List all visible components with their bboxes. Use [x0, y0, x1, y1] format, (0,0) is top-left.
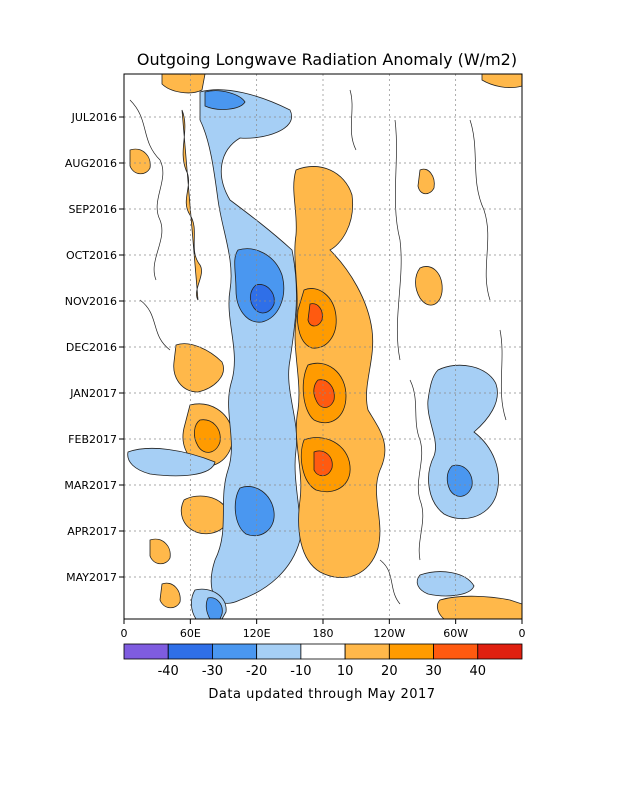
colorbar-label: 10 [337, 664, 354, 679]
colorbar-swatch [388, 643, 434, 660]
x-tick-label: 120E [243, 627, 271, 640]
y-tick-label: NOV2016 [65, 295, 117, 308]
negative-anomaly-region [446, 464, 473, 497]
colorbar-swatch [433, 643, 479, 660]
colorbar-swatch [167, 643, 213, 660]
data-update-note: Data updated through May 2017 [208, 687, 435, 702]
positive-anomaly-region [129, 148, 151, 175]
positive-anomaly-region [194, 419, 221, 453]
negative-anomaly-region [199, 89, 301, 604]
x-tick-label: 60E [180, 627, 201, 640]
positive-anomaly-region [436, 595, 522, 619]
x-tick-label: 120W [373, 627, 405, 640]
negative-anomaly-region [204, 90, 246, 110]
grid-lines [124, 74, 522, 619]
y-tick-label: SEP2016 [68, 203, 117, 216]
anomaly-field [127, 74, 522, 619]
colorbar-swatch [212, 643, 258, 660]
y-tick-label: JAN2017 [69, 387, 117, 400]
positive-anomaly-region [180, 495, 229, 535]
x-tick-label: 0 [121, 627, 128, 640]
positive-anomaly-region [313, 450, 333, 477]
positive-anomaly-region [149, 538, 171, 565]
colorbar-swatch [477, 643, 523, 660]
y-tick-label: AUG2016 [65, 157, 117, 170]
colorbar-label: 30 [425, 664, 442, 679]
colorbar-swatch [256, 643, 302, 660]
y-tick-label: APR2017 [67, 525, 117, 538]
x-tick-label: 180 [313, 627, 334, 640]
x-tick-label: 60W [443, 627, 468, 640]
negative-anomaly-region [427, 364, 499, 520]
y-tick-label: MAY2017 [66, 571, 117, 584]
positive-anomaly-region [161, 74, 206, 94]
positive-anomaly-region [159, 582, 181, 609]
contour-lines [129, 89, 507, 605]
positive-anomaly-region [417, 168, 435, 195]
colorbar-label: -20 [246, 664, 267, 679]
colorbar-label: -10 [290, 664, 311, 679]
colorbar: -40 -30 -20 -10 10 20 30 40 [123, 643, 523, 679]
colorbar-label: 20 [381, 664, 398, 679]
y-tick-label: OCT2016 [66, 249, 117, 262]
x-axis: 0 60E 120E 180 120W 60W 0 [121, 619, 526, 640]
colorbar-swatch [344, 643, 390, 660]
chart-title: Outgoing Longwave Radiation Anomaly (W/m… [137, 50, 517, 69]
negative-anomaly-region [205, 597, 223, 619]
positive-anomaly-region [173, 343, 224, 393]
negative-anomaly-region [416, 571, 475, 597]
colorbar-label: -40 [158, 664, 179, 679]
negative-anomaly-region [127, 447, 216, 477]
positive-anomaly-region [415, 266, 443, 306]
y-axis: JUL2016 AUG2016 SEP2016 OCT2016 NOV2016 DEC20… [64, 111, 124, 584]
colorbar-swatch [123, 643, 169, 660]
colorbar-label: -30 [202, 664, 223, 679]
colorbar-swatch [300, 643, 346, 660]
y-tick-label: MAR2017 [64, 479, 117, 492]
negative-anomaly-region [234, 486, 275, 537]
positive-anomaly-region [307, 303, 323, 327]
colorbar-label: 40 [470, 664, 487, 679]
y-tick-label: DEC2016 [66, 341, 117, 354]
positive-anomaly-region [313, 379, 335, 408]
y-tick-label: FEB2017 [68, 433, 117, 446]
x-tick-label: 0 [519, 627, 526, 640]
y-tick-label: JUL2016 [71, 111, 117, 124]
